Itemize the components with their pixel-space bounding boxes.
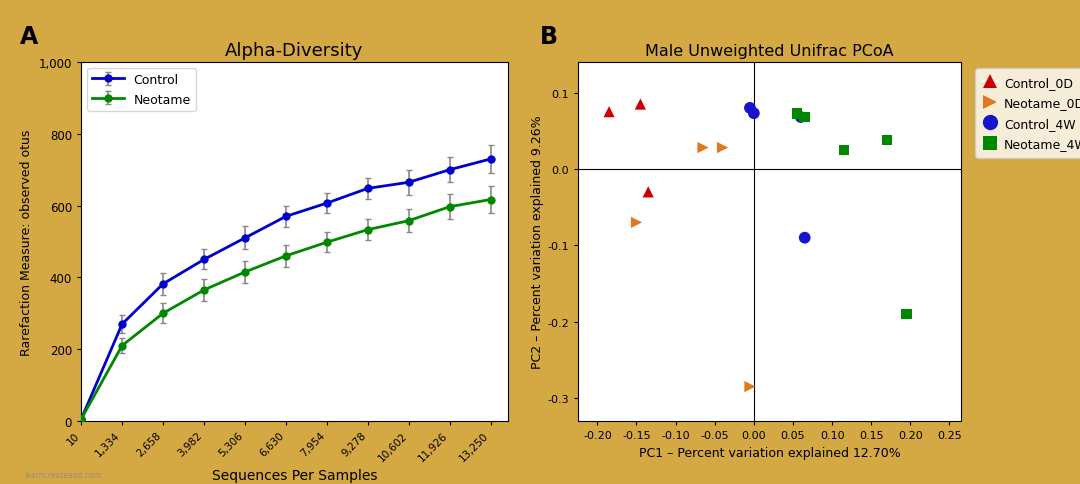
- Point: [627, 219, 645, 227]
- Point: [835, 147, 852, 154]
- Point: [632, 101, 649, 109]
- Y-axis label: Rarefaction Measure: observed otus: Rarefaction Measure: observed otus: [21, 129, 33, 355]
- Point: [792, 114, 809, 121]
- Point: [741, 383, 758, 391]
- Point: [714, 144, 731, 152]
- Title: Male Unweighted Unifrac PCoA: Male Unweighted Unifrac PCoA: [645, 44, 894, 59]
- Point: [796, 234, 813, 242]
- Point: [694, 144, 712, 152]
- Point: [897, 311, 915, 318]
- Title: Alpha-Diversity: Alpha-Diversity: [225, 42, 364, 60]
- X-axis label: PC1 – Percent variation explained 12.70%: PC1 – Percent variation explained 12.70%: [638, 446, 901, 458]
- Point: [741, 105, 758, 112]
- Point: [796, 114, 813, 121]
- Legend: Control, Neotame: Control, Neotame: [87, 69, 195, 111]
- Text: learncreateand.com: learncreateand.com: [24, 470, 100, 479]
- Point: [639, 189, 657, 197]
- Y-axis label: PC2 – Percent variation explained 9.26%: PC2 – Percent variation explained 9.26%: [531, 116, 544, 368]
- Text: A: A: [19, 25, 38, 48]
- Text: B: B: [540, 25, 558, 48]
- Point: [745, 110, 762, 118]
- Point: [788, 110, 806, 118]
- X-axis label: Sequences Per Samples: Sequences Per Samples: [212, 469, 377, 483]
- Point: [878, 137, 895, 145]
- Legend: Control_0D, Neotame_0D, Control_4W, Neotame_4W: Control_0D, Neotame_0D, Control_4W, Neot…: [975, 69, 1080, 158]
- Point: [600, 108, 618, 116]
